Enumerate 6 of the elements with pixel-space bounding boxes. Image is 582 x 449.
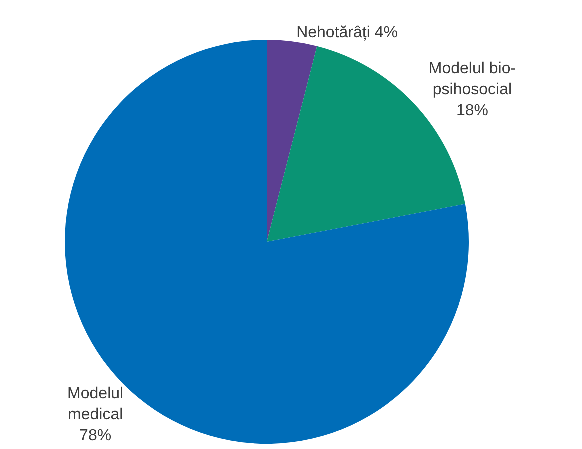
slice-label: Nehotărâți 4%	[296, 24, 398, 42]
slice-label: Modelul bio-psihosocial	[428, 60, 516, 98]
data-label: 18%	[456, 102, 488, 120]
slice-label: Modelul medical	[68, 386, 124, 424]
pie-slice	[267, 40, 318, 242]
data-label: 78%	[80, 427, 112, 444]
